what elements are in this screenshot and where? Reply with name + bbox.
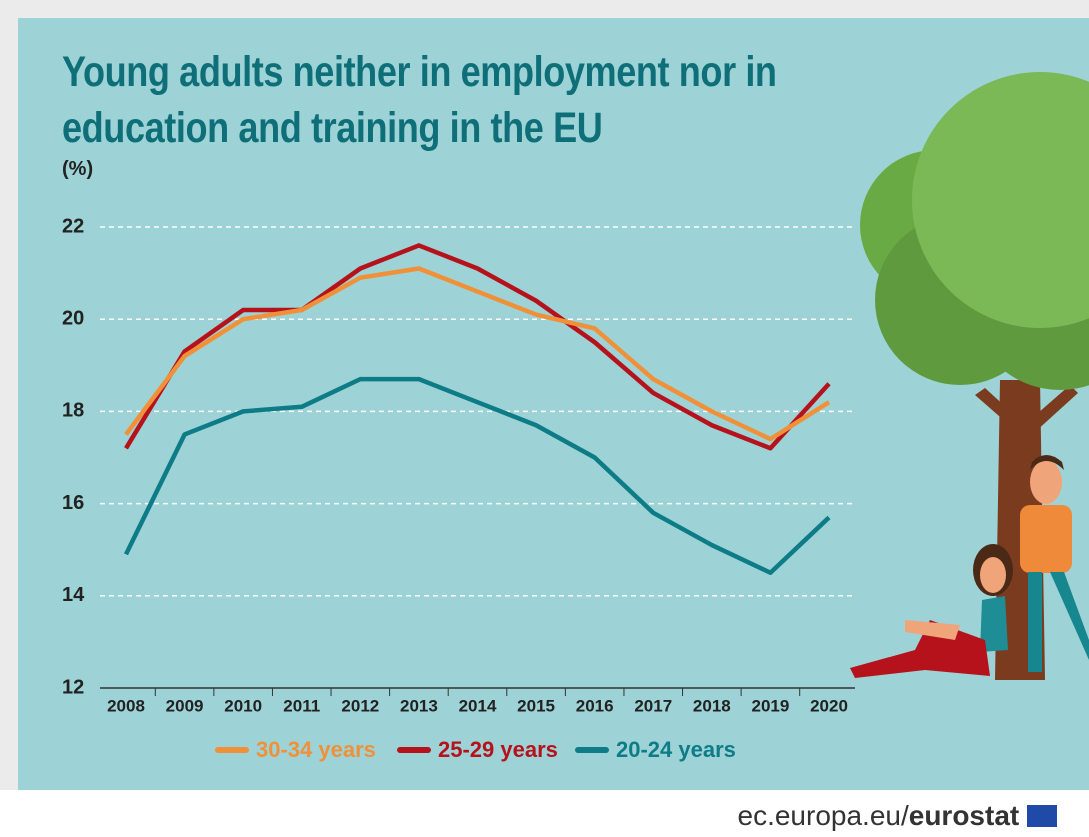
x-tick-label: 2013 bbox=[400, 696, 438, 715]
y-tick-label: 22 bbox=[62, 215, 84, 237]
y-tick-label: 16 bbox=[62, 492, 84, 514]
illustration bbox=[850, 72, 1089, 680]
line-series bbox=[126, 379, 829, 573]
chart: 12 14 16 18 20 22 2008 2009 2010 2011 2012 2013 2014… bbox=[0, 0, 1089, 837]
x-tick-label: 2008 bbox=[107, 696, 145, 715]
line-series bbox=[126, 268, 829, 439]
legend-label: 20-24 years bbox=[616, 737, 736, 762]
y-tick-label: 14 bbox=[62, 584, 85, 606]
y-tick-label: 12 bbox=[62, 676, 84, 698]
x-tick-label: 2017 bbox=[634, 696, 672, 715]
x-tick-label: 2009 bbox=[166, 696, 204, 715]
x-tick-label: 2011 bbox=[283, 696, 320, 715]
x-tick-label: 2012 bbox=[341, 696, 379, 715]
page: {"chart_data": {"type": "line", "title":… bbox=[0, 0, 1089, 837]
legend-label: 30-34 years bbox=[256, 737, 376, 762]
x-tick-label: 2015 bbox=[517, 696, 555, 715]
x-tick-label: 2014 bbox=[459, 696, 497, 715]
y-tick-label: 20 bbox=[62, 307, 84, 329]
x-tick-label: 2018 bbox=[693, 696, 731, 715]
x-tick-label: 2010 bbox=[224, 696, 262, 715]
x-tick-label: 2019 bbox=[752, 696, 790, 715]
x-tick-label: 2020 bbox=[810, 696, 848, 715]
x-tick-label: 2016 bbox=[576, 696, 614, 715]
y-tick-label: 18 bbox=[62, 400, 84, 422]
legend-label: 25-29 years bbox=[438, 737, 558, 762]
